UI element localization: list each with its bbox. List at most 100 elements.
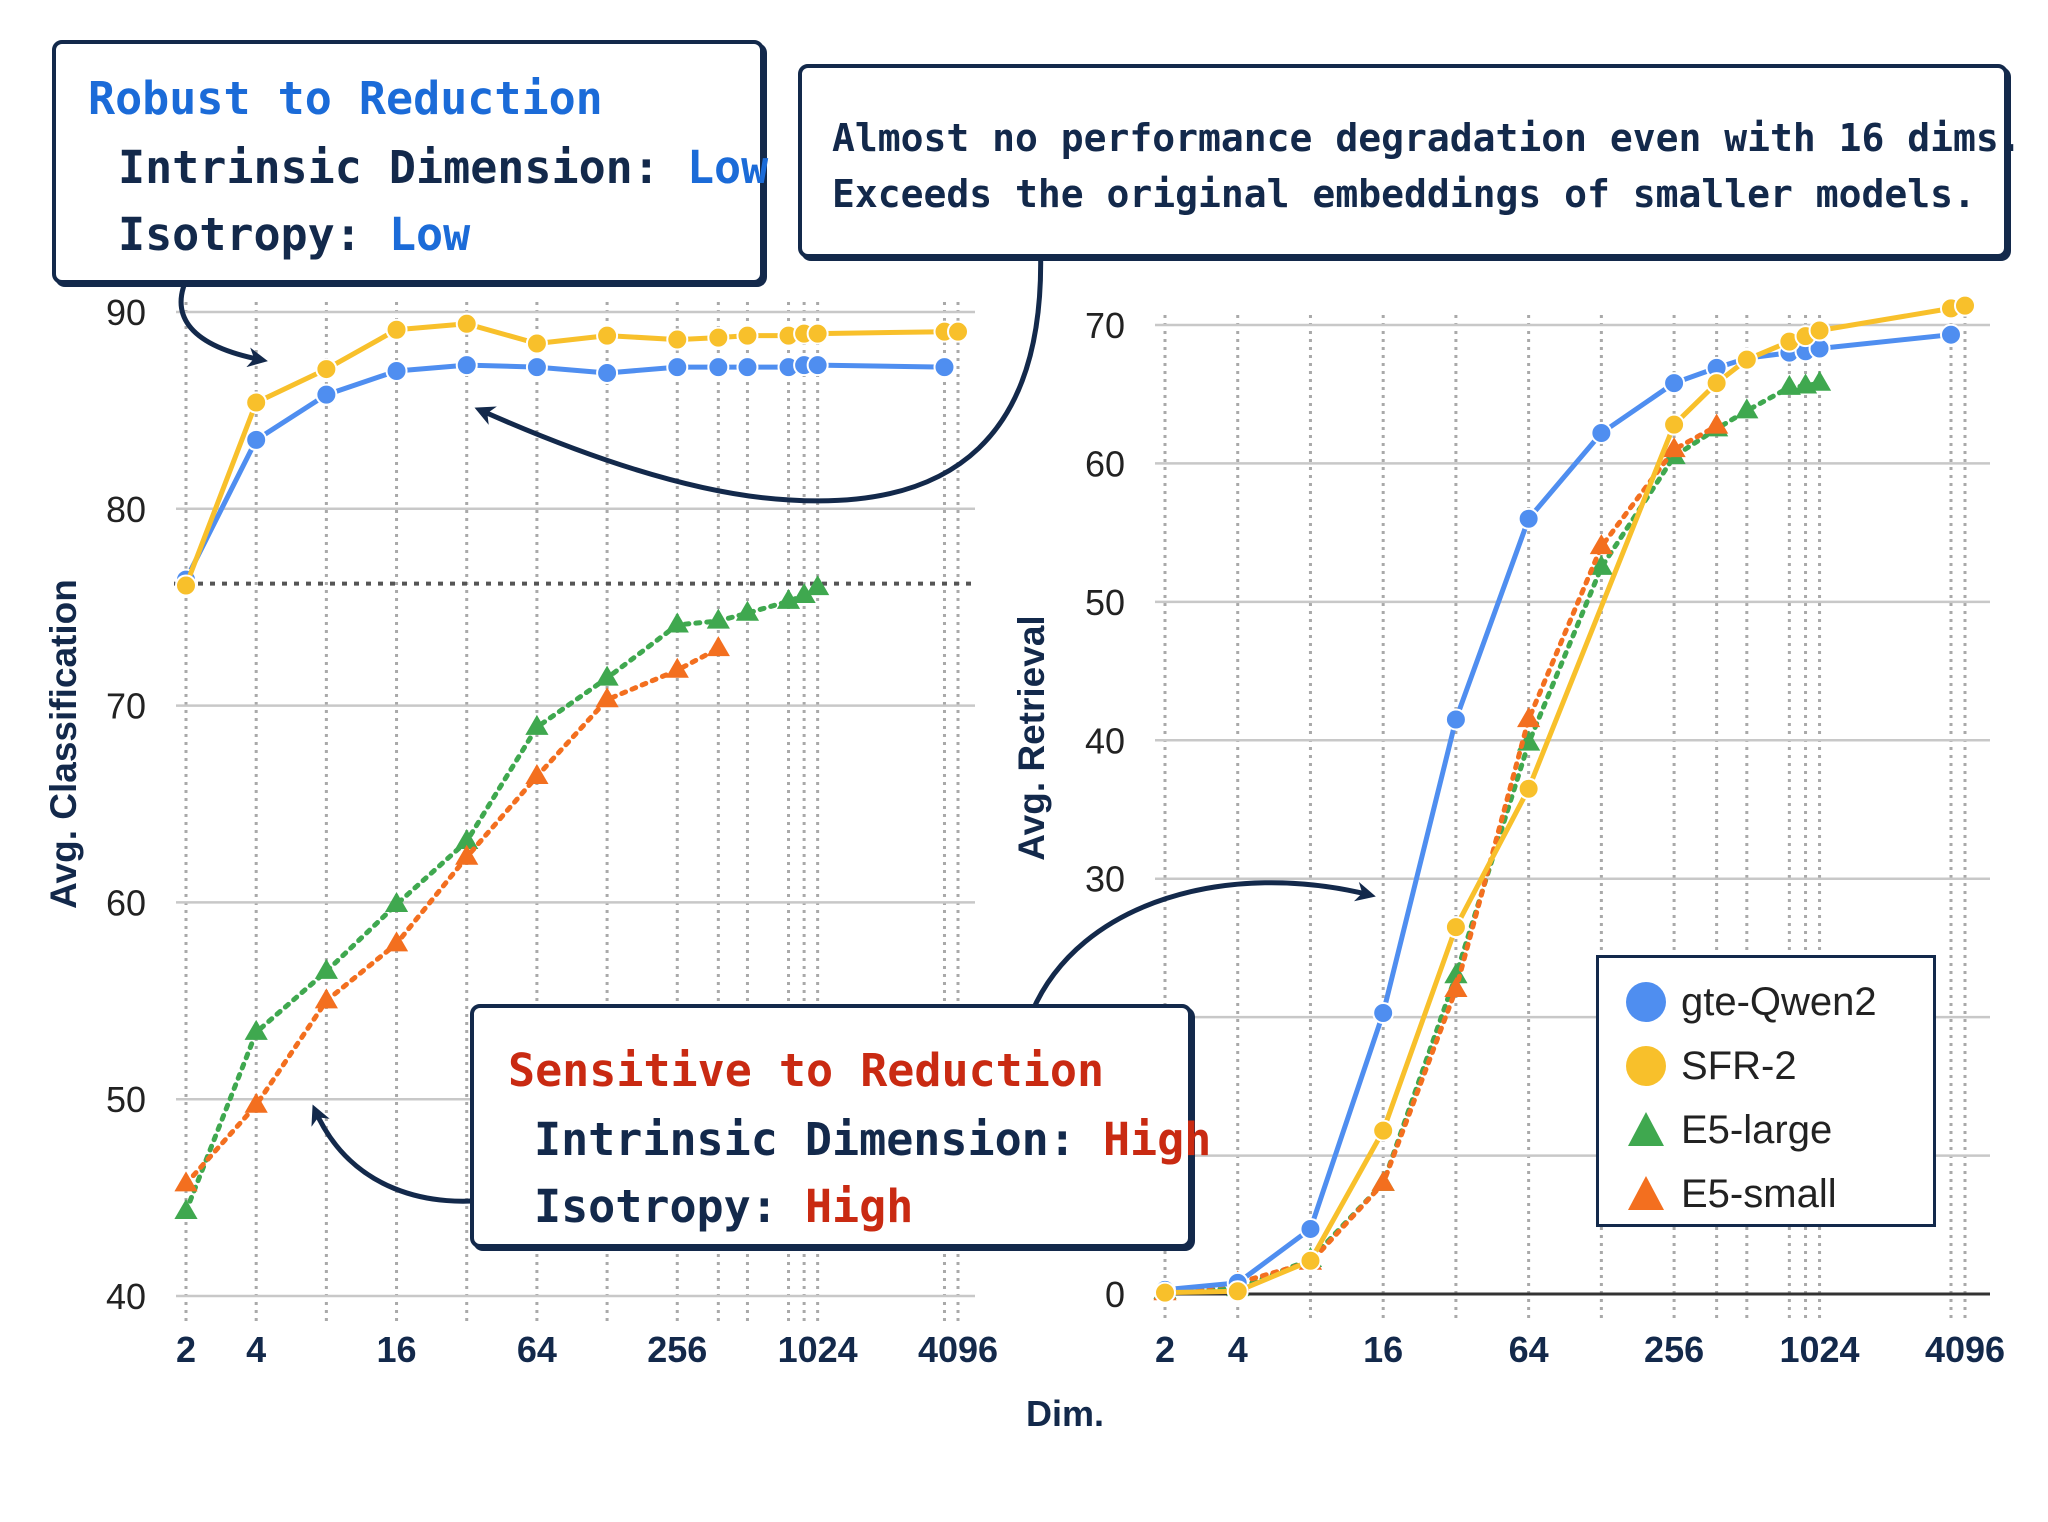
data-point <box>1589 554 1613 575</box>
data-point <box>245 391 268 414</box>
x-axis-label: Dim. <box>1026 1393 1104 1434</box>
y-tick-label: 0 <box>1105 1274 1125 1315</box>
data-point <box>1517 777 1540 800</box>
robust-isotropy-line: Isotropy: Low <box>88 208 760 261</box>
data-point <box>806 322 829 345</box>
note-line-2: Exceeds the original embeddings of small… <box>832 172 1976 216</box>
y-tick-label: 60 <box>1085 443 1125 484</box>
y-tick-label: 60 <box>106 882 146 923</box>
y-tick-label: 30 <box>1085 859 1125 900</box>
legend-label: E5-small <box>1681 1171 1837 1216</box>
data-point <box>1299 1217 1322 1240</box>
legend-item: gte-Qwen2 <box>1611 970 1933 1034</box>
sensitive-isotropy-label: Isotropy: <box>534 1180 778 1233</box>
data-point <box>455 828 479 849</box>
data-point <box>1517 707 1541 728</box>
data-point <box>1777 374 1801 395</box>
robust-title: Robust to Reduction <box>88 72 603 125</box>
x-tick-label: 256 <box>1644 1329 1704 1370</box>
y-tick-label: 40 <box>1085 720 1125 761</box>
retrieval-plot: Avg. Retrieval 0 30 40 50 60 70 2 4 16 64 256 1024 4… <box>1011 294 2005 1370</box>
sensitive-isotropy-line: Isotropy: High <box>508 1180 1188 1233</box>
x-tick-label: 4096 <box>1925 1329 2005 1370</box>
data-point <box>384 891 409 912</box>
x-tick-label: 1024 <box>778 1329 858 1370</box>
retrieval-ylabel: Avg. Retrieval <box>1011 615 1052 860</box>
x-tick-label: 4 <box>1228 1329 1248 1370</box>
legend-label: E5-large <box>1681 1107 1833 1152</box>
data-point <box>1372 1119 1395 1142</box>
data-point <box>525 764 549 785</box>
legend-item: SFR-2 <box>1611 1034 1933 1098</box>
data-point <box>595 665 619 686</box>
data-point <box>385 318 408 341</box>
data-point <box>792 582 816 603</box>
data-point <box>665 657 689 678</box>
data-point <box>933 356 956 379</box>
data-point <box>525 332 548 355</box>
data-point <box>1662 437 1686 458</box>
data-point <box>525 714 549 735</box>
y-tick-label: 70 <box>106 686 146 727</box>
data-point <box>455 354 478 377</box>
robust-dimension-value: Low <box>686 141 769 194</box>
circle-marker-icon <box>1611 980 1681 1024</box>
data-point <box>244 1092 268 1113</box>
robust-annotation-box: Robust to Reduction Intrinsic Dimension:… <box>52 40 768 284</box>
data-point <box>315 358 338 381</box>
data-point <box>1663 413 1686 436</box>
data-point <box>665 612 689 633</box>
data-point <box>1154 1281 1176 1304</box>
series-line-gte-qwen2 <box>183 362 947 583</box>
sensitive-dimension-label: Intrinsic Dimension: <box>534 1113 1076 1166</box>
note-arrow <box>474 235 1044 504</box>
circle-marker-icon <box>1611 1044 1681 1088</box>
data-point <box>806 575 830 596</box>
data-point <box>1226 1280 1249 1303</box>
note-annotation-box: Almost no performance degradation even w… <box>798 64 2022 258</box>
x-tick-label: 2 <box>176 1329 196 1370</box>
y-tick-label: 80 <box>106 489 146 530</box>
data-point <box>1705 413 1729 434</box>
data-point <box>1663 372 1686 395</box>
data-point <box>455 844 479 865</box>
x-tick-label: 256 <box>647 1329 707 1370</box>
data-point <box>707 326 730 349</box>
data-point <box>1372 1001 1395 1024</box>
data-point <box>666 356 689 379</box>
data-point <box>1444 977 1468 998</box>
data-point <box>314 988 338 1009</box>
y-tick-label: 50 <box>106 1079 146 1120</box>
data-point <box>1371 1170 1395 1191</box>
data-point <box>706 608 730 629</box>
data-point <box>1589 534 1613 555</box>
robust-arrow <box>178 270 268 368</box>
data-point <box>1517 507 1540 530</box>
y-tick-label: 70 <box>1085 305 1125 346</box>
data-point <box>947 320 969 343</box>
data-point <box>384 931 409 952</box>
x-tick-label: 4 <box>246 1329 266 1370</box>
data-point <box>315 383 338 406</box>
data-point <box>245 428 268 451</box>
legend-item: E5-large <box>1611 1098 1933 1162</box>
data-point <box>455 312 478 335</box>
data-point <box>174 1198 198 1219</box>
legend-label: gte-Qwen2 <box>1681 979 1877 1024</box>
data-point <box>1735 348 1758 371</box>
x-tick-label: 4096 <box>918 1329 998 1370</box>
data-point <box>1808 319 1831 342</box>
x-tick-label: 16 <box>1363 1329 1403 1370</box>
data-point <box>596 362 619 385</box>
robust-dimension-line: Intrinsic Dimension: Low <box>88 141 768 194</box>
sensitive-annotation-box: Sensitive to Reduction Intrinsic Dimensi… <box>470 1004 1211 1248</box>
data-point <box>1444 708 1467 731</box>
data-point <box>736 356 759 379</box>
sensitive-isotropy-value: High <box>804 1180 914 1233</box>
data-point <box>776 588 801 609</box>
data-point <box>1590 421 1613 444</box>
data-point <box>175 574 197 597</box>
data-point <box>1939 323 1962 346</box>
data-point <box>736 324 759 347</box>
